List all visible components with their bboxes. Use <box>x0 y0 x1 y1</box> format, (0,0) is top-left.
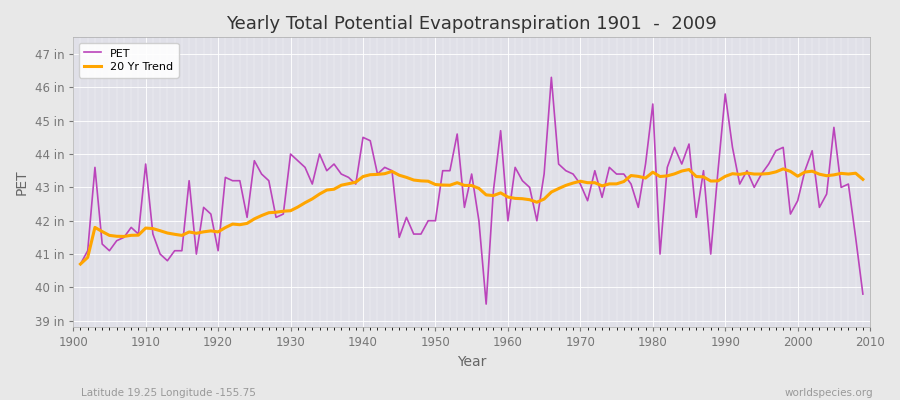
Legend: PET, 20 Yr Trend: PET, 20 Yr Trend <box>79 43 178 78</box>
20 Yr Trend <box>75 262 86 266</box>
PET <box>858 292 868 296</box>
Line: PET: PET <box>80 77 863 304</box>
20 Yr Trend <box>590 180 600 185</box>
Line: 20 Yr Trend: 20 Yr Trend <box>80 169 863 264</box>
Text: Latitude 19.25 Longitude -155.75: Latitude 19.25 Longitude -155.75 <box>81 388 256 398</box>
Title: Yearly Total Potential Evapotranspiration 1901  -  2009: Yearly Total Potential Evapotranspiratio… <box>226 15 717 33</box>
20 Yr Trend <box>858 177 868 182</box>
PET <box>509 165 520 170</box>
PET <box>546 75 557 80</box>
PET <box>336 172 346 176</box>
Y-axis label: PET: PET <box>15 170 29 195</box>
PET <box>133 232 144 236</box>
20 Yr Trend <box>778 166 788 171</box>
PET <box>481 302 491 306</box>
PET <box>502 218 513 223</box>
PET <box>292 158 303 163</box>
20 Yr Trend <box>336 183 346 188</box>
20 Yr Trend <box>502 195 513 200</box>
PET <box>604 165 615 170</box>
X-axis label: Year: Year <box>457 355 486 369</box>
20 Yr Trend <box>495 190 506 195</box>
Text: worldspecies.org: worldspecies.org <box>785 388 873 398</box>
20 Yr Trend <box>133 233 144 238</box>
20 Yr Trend <box>292 205 303 210</box>
PET <box>75 262 86 266</box>
